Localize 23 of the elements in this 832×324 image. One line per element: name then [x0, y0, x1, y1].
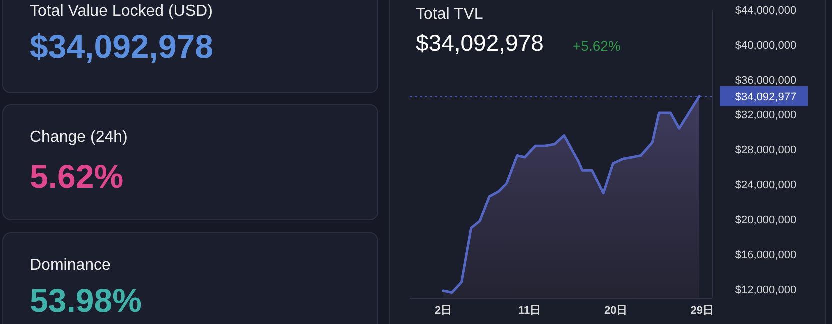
y-tick-label: $40,000,000 [735, 40, 797, 52]
text: Change (24h) [30, 129, 128, 146]
x-tick-label: 20日 [604, 305, 628, 317]
x-tick-label: 29日 [690, 305, 714, 317]
chart-title: Total TVL [416, 6, 484, 23]
text: 53.98% [30, 282, 142, 319]
y-tick-label: $20,000,000 [735, 214, 797, 226]
y-tick-label: $32,000,000 [735, 110, 797, 122]
text: 5.62% [30, 158, 124, 195]
y-tick-label: $36,000,000 [735, 74, 797, 87]
y-tick-label: $16,000,000 [735, 249, 797, 262]
annotation: +5.62% [573, 38, 621, 54]
y-tick-label: $24,000,000 [735, 180, 797, 192]
ref-line-label: $34,092,977 [735, 91, 797, 104]
y-tick-label: $12,000,000 [735, 284, 797, 296]
x-tick-label: 2日 [434, 305, 452, 317]
text: Total Value Locked (USD) [30, 3, 213, 20]
y-tick-label: $44,000,000 [735, 5, 797, 17]
text: $34,092,978 [416, 30, 544, 56]
x-tick-label: 11日 [518, 305, 542, 317]
text: $34,092,978 [30, 28, 214, 65]
text: Dominance [30, 257, 112, 274]
y-tick-label: $28,000,000 [735, 144, 797, 157]
